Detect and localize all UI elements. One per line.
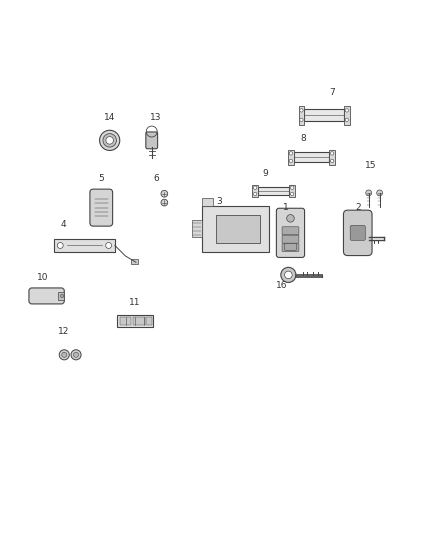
Bar	[299, 106, 304, 125]
Circle shape	[74, 352, 78, 357]
Text: 3: 3	[216, 197, 222, 206]
Circle shape	[289, 152, 293, 155]
FancyBboxPatch shape	[282, 235, 299, 243]
Text: 6: 6	[153, 174, 159, 183]
Bar	[202, 206, 269, 252]
Bar	[58, 292, 64, 300]
Bar	[120, 317, 131, 325]
Circle shape	[377, 190, 382, 196]
FancyBboxPatch shape	[29, 288, 64, 304]
Circle shape	[290, 186, 294, 189]
Circle shape	[99, 130, 120, 150]
FancyBboxPatch shape	[343, 210, 372, 255]
Circle shape	[59, 350, 69, 360]
Circle shape	[289, 159, 293, 163]
FancyBboxPatch shape	[276, 208, 304, 257]
Bar	[290, 184, 295, 197]
Circle shape	[161, 199, 168, 206]
Circle shape	[57, 243, 63, 248]
Text: 8: 8	[300, 134, 306, 143]
Circle shape	[71, 350, 81, 360]
Bar	[329, 150, 335, 165]
Circle shape	[281, 268, 296, 282]
Circle shape	[300, 109, 303, 112]
Text: 4: 4	[60, 220, 66, 229]
Text: 14: 14	[104, 113, 115, 122]
Text: 2: 2	[355, 203, 360, 212]
FancyBboxPatch shape	[282, 227, 299, 235]
Circle shape	[345, 118, 349, 122]
Text: 16: 16	[276, 281, 288, 290]
Bar	[288, 150, 293, 165]
FancyBboxPatch shape	[282, 244, 299, 252]
Text: 12: 12	[58, 327, 69, 336]
Bar	[216, 215, 260, 243]
Text: 1: 1	[283, 203, 289, 212]
FancyBboxPatch shape	[285, 244, 297, 251]
Text: 7: 7	[330, 87, 336, 96]
Text: 5: 5	[99, 174, 104, 183]
Bar	[252, 184, 258, 197]
Circle shape	[287, 215, 294, 222]
Bar	[293, 152, 329, 162]
Bar	[202, 198, 213, 206]
Circle shape	[300, 118, 303, 122]
Circle shape	[254, 192, 257, 196]
Bar	[192, 220, 202, 237]
Bar	[344, 106, 350, 125]
Text: 9: 9	[262, 169, 268, 179]
Circle shape	[103, 134, 117, 147]
Circle shape	[62, 352, 67, 357]
Text: 13: 13	[150, 113, 162, 122]
Bar	[54, 239, 115, 252]
Text: 11: 11	[129, 298, 141, 306]
Circle shape	[106, 243, 112, 248]
Bar	[117, 316, 153, 327]
Bar	[258, 187, 290, 195]
FancyBboxPatch shape	[90, 189, 113, 226]
Bar	[145, 317, 152, 325]
Text: 10: 10	[37, 272, 48, 281]
Bar	[133, 317, 145, 325]
Circle shape	[366, 190, 371, 196]
FancyBboxPatch shape	[350, 225, 365, 240]
Circle shape	[290, 192, 294, 196]
Bar	[131, 260, 138, 264]
Circle shape	[254, 186, 257, 189]
Text: 15: 15	[364, 161, 376, 170]
Circle shape	[285, 271, 292, 279]
Circle shape	[345, 109, 349, 112]
Circle shape	[330, 159, 334, 163]
Circle shape	[161, 190, 168, 197]
Circle shape	[60, 294, 64, 297]
Circle shape	[106, 136, 113, 144]
Bar	[304, 109, 344, 122]
Circle shape	[330, 152, 334, 155]
FancyBboxPatch shape	[146, 132, 158, 149]
